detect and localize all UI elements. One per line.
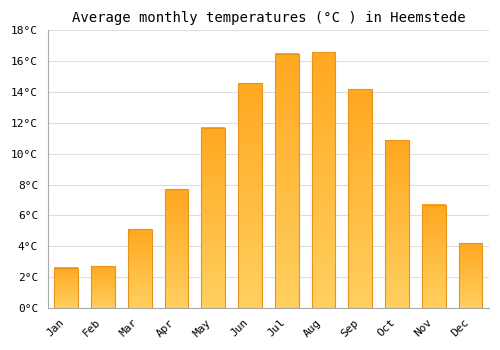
Bar bbox=[275, 54, 298, 308]
Bar bbox=[348, 89, 372, 308]
Bar bbox=[458, 243, 482, 308]
Bar bbox=[385, 140, 409, 308]
Bar bbox=[54, 268, 78, 308]
Bar bbox=[238, 83, 262, 308]
Bar bbox=[202, 127, 225, 308]
Bar bbox=[91, 266, 115, 308]
Title: Average monthly temperatures (°C ) in Heemstede: Average monthly temperatures (°C ) in He… bbox=[72, 11, 465, 25]
Bar bbox=[128, 229, 152, 308]
Bar bbox=[164, 189, 188, 308]
Bar bbox=[312, 52, 336, 308]
Bar bbox=[422, 204, 446, 308]
